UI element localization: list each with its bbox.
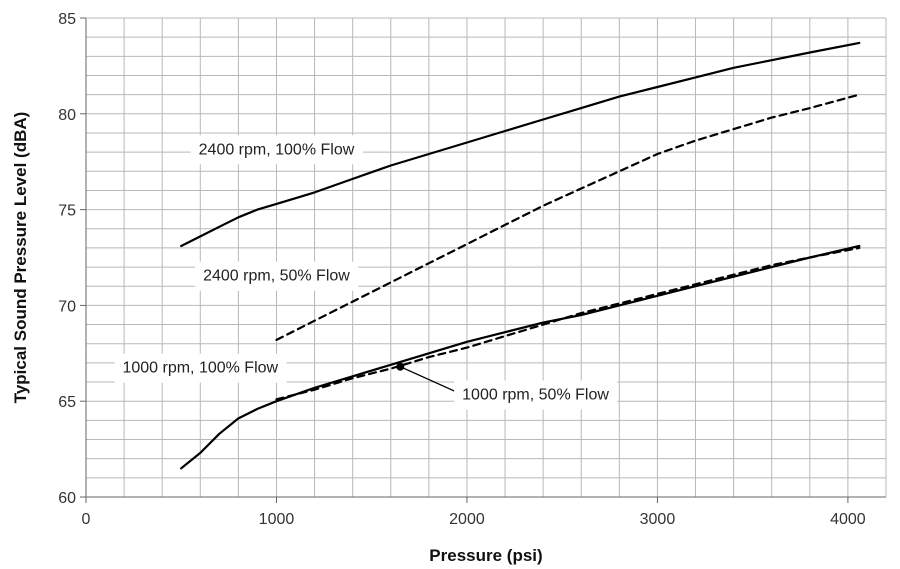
annotation-label: 2400 rpm, 50% Flow [203,268,350,285]
series-line-1000-rpm-100-flow [180,244,861,470]
axes: 0 1000 2000 3000 4000 60 65 70 75 80 85 [58,11,887,528]
x-tick-label: 2000 [449,511,485,528]
annotation-2400-rpm-50-flow: 2400 rpm, 50% Flow [195,261,359,291]
annotation-1000-rpm-50-flow: 1000 rpm, 50% Flow [396,362,618,410]
annotation-box [454,380,618,410]
y-axis-title: Typical Sound Pressure Level (dBA) [11,112,30,404]
annotation-label: 1000 rpm, 100% Flow [122,360,278,377]
x-tick-label: 0 [82,511,91,528]
annotation-1000-rpm-100-flow: 1000 rpm, 100% Flow [114,353,287,383]
annotation-box [195,261,359,291]
annotation-leader-line [400,366,456,393]
annotation-label: 1000 rpm, 50% Flow [462,387,609,404]
series-line-2400-rpm-50-flow [275,93,861,341]
annotation-label: 2400 rpm, 100% Flow [199,141,355,158]
annotation-2400-rpm-100-flow: 2400 rpm, 100% Flow [190,135,363,165]
y-tick-label: 75 [58,203,76,220]
series-group [180,41,861,470]
x-tick-label: 4000 [830,511,866,528]
series-line-1000-rpm-50-flow [275,246,861,401]
annotation-box [190,135,363,165]
x-tick-label: 3000 [640,511,676,528]
y-tick-label: 65 [58,394,76,411]
annotation-marker-dot [396,362,405,371]
x-tick-label: 1000 [259,511,295,528]
y-tick-label: 85 [58,11,76,28]
grid [86,17,887,497]
y-tick-label: 80 [58,107,76,124]
y-tick-label: 70 [58,298,76,315]
x-axis-title: Pressure (psi) [429,546,542,565]
series-line-2400-rpm-100-flow [180,41,861,248]
annotations: 2400 rpm, 100% Flow 2400 rpm, 50% Flow 100… [114,135,618,410]
annotation-box [114,353,287,383]
y-tick-label: 60 [58,490,76,507]
